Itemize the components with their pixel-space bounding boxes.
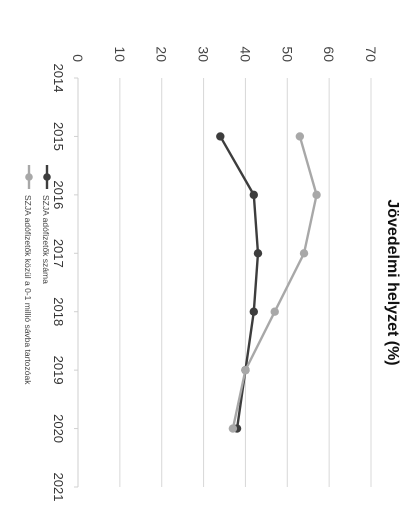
- x-tick-label: 2021: [51, 473, 66, 502]
- series-point: [253, 249, 263, 258]
- x-tick-label: 2016: [51, 180, 66, 209]
- x-tick-label: 2014: [51, 64, 66, 93]
- x-tick-label: 2018: [51, 297, 66, 326]
- chart-title: Jövedelmi helyzet (%): [384, 199, 401, 365]
- legend-label: SZJA adófizetők közül a 0-1 millió sávba…: [23, 195, 33, 385]
- x-tick-label: 2019: [51, 356, 66, 385]
- y-tick-label: 10: [112, 46, 128, 62]
- legend-marker: [25, 173, 33, 181]
- series-line: [231, 136, 318, 429]
- x-tick-label: 2015: [51, 122, 66, 151]
- series-point: [312, 190, 321, 200]
- x-tick-label: 2020: [51, 414, 66, 443]
- series-point: [299, 249, 309, 258]
- y-tick-label: 30: [196, 46, 212, 62]
- series-point: [228, 424, 238, 433]
- series-point: [249, 307, 258, 316]
- y-tick-label: 70: [363, 46, 379, 62]
- y-tick-label: 60: [321, 46, 337, 62]
- x-tick-label: 2017: [51, 239, 66, 268]
- y-tick-label: 0: [70, 54, 86, 62]
- series-point: [270, 307, 279, 316]
- y-tick-label: 50: [279, 46, 295, 62]
- series-point: [249, 190, 258, 200]
- legend-label: SZJA adófizetők száma: [41, 195, 51, 284]
- series-point: [295, 132, 305, 141]
- series-line: [219, 135, 260, 429]
- series-point: [241, 365, 250, 375]
- series-point: [216, 132, 225, 141]
- y-tick-label: 40: [237, 46, 253, 62]
- legend-marker: [43, 173, 51, 181]
- y-tick-label: 20: [154, 46, 170, 62]
